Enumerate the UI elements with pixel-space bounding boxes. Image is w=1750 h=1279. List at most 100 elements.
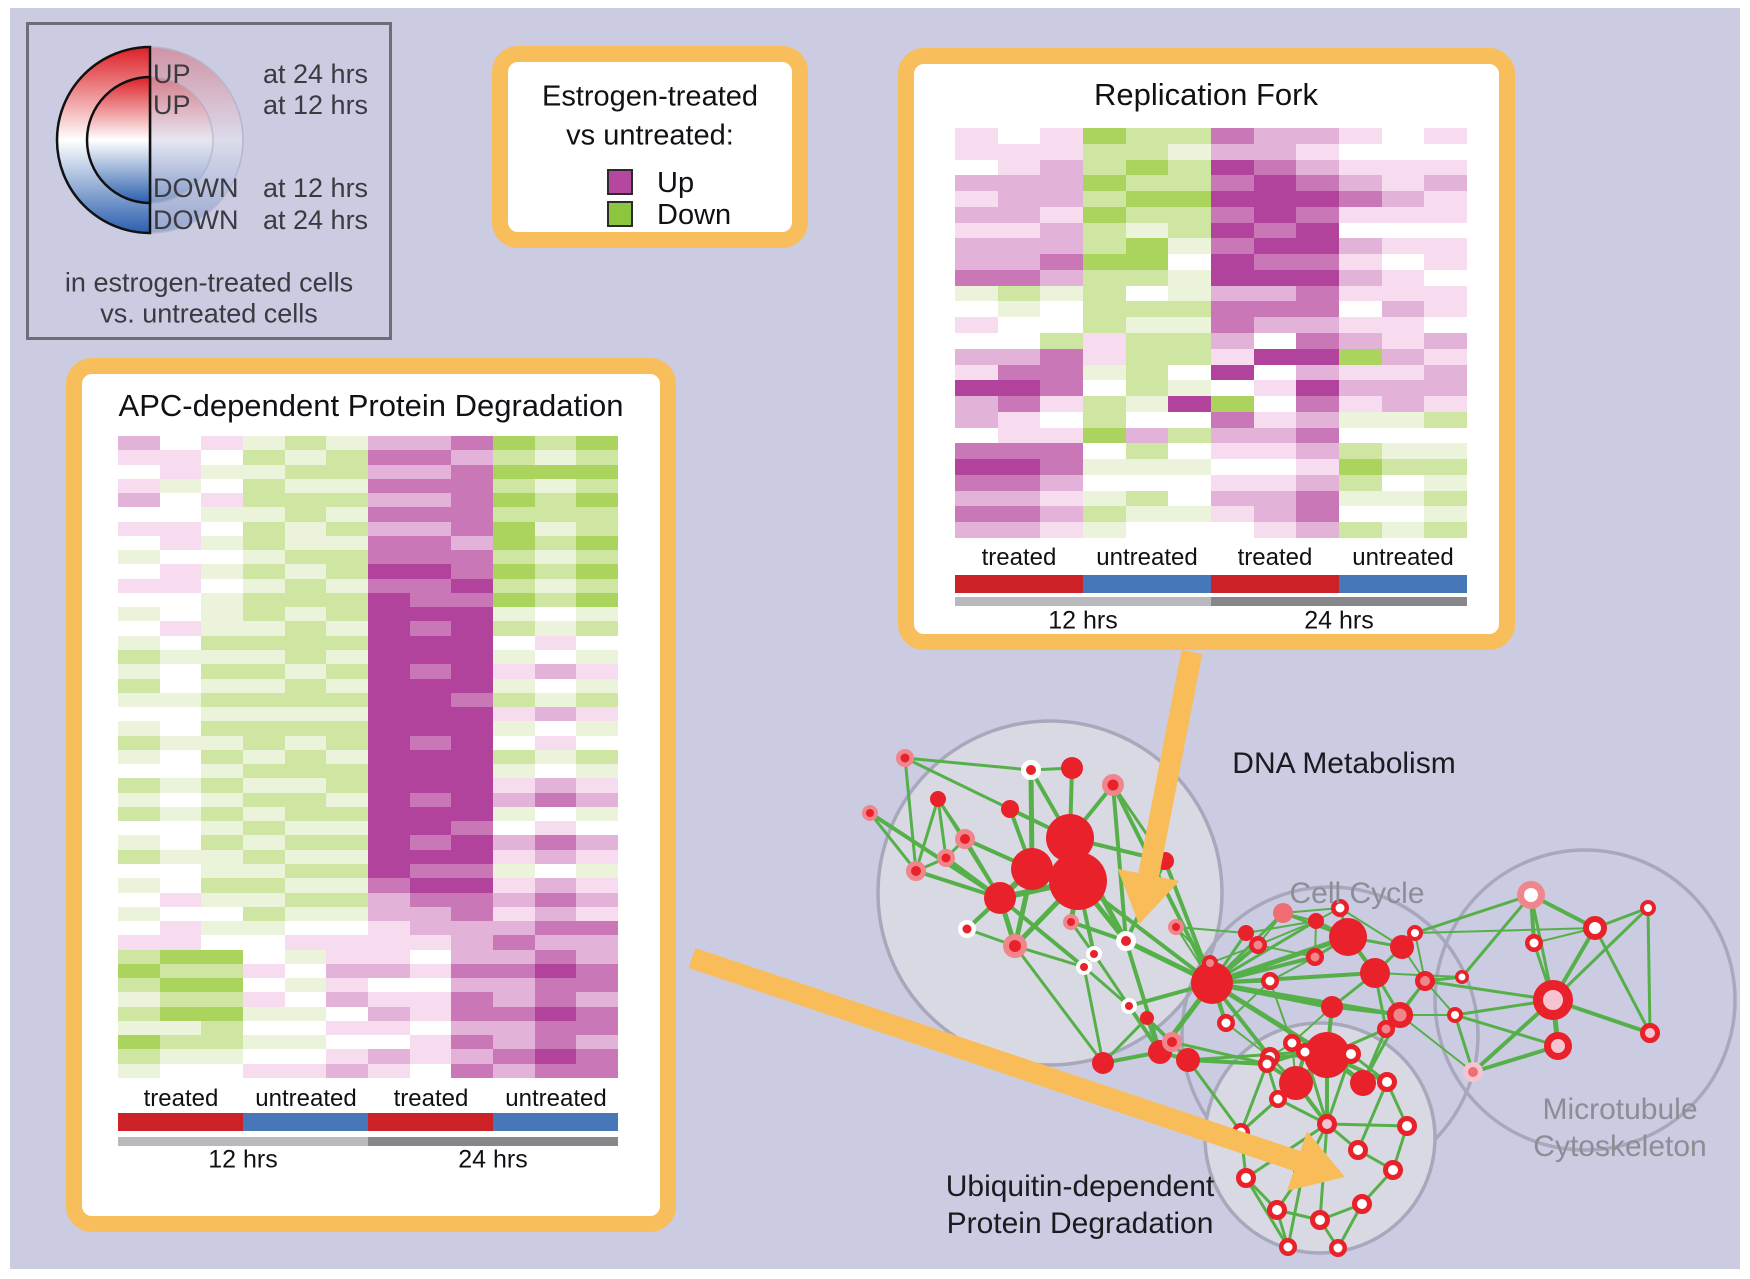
heatmap-cell <box>118 592 160 608</box>
heatmap-cell <box>1168 191 1211 207</box>
heatmap-cell <box>159 921 202 936</box>
heatmap-cell <box>1339 380 1382 397</box>
heatmap-cell <box>1381 474 1425 491</box>
heatmap-cell <box>1381 333 1425 349</box>
heatmap-cell <box>159 963 202 979</box>
heatmap-cell <box>1168 333 1211 349</box>
heatmap-cell <box>201 949 243 964</box>
heatmap-cell <box>1083 490 1126 507</box>
heatmap-cell <box>576 764 618 779</box>
heatmap-cell <box>1040 333 1083 349</box>
heatmap-cell <box>1125 333 1169 349</box>
heatmap-cell <box>1211 254 1254 270</box>
heatmap-cell <box>243 764 285 779</box>
heatmap-cell <box>201 621 243 636</box>
heatmap-cell <box>1296 396 1339 412</box>
heatmap-cell <box>451 863 493 879</box>
heatmap-cell <box>159 707 202 722</box>
heatmap-cell <box>243 649 285 665</box>
heatmap-cell <box>243 592 285 608</box>
heatmap-cell <box>1381 506 1425 523</box>
heatmap-cell <box>326 992 368 1007</box>
heatmap-cell <box>1296 459 1339 475</box>
heatmap-cell <box>955 317 998 333</box>
heatmap-cell <box>409 592 452 608</box>
heatmap-cell <box>368 749 410 765</box>
heatmap-cell <box>118 721 160 736</box>
rf-group-label-2: untreated <box>1096 544 1198 571</box>
heatmap-cell <box>159 550 202 565</box>
heatmap-cell <box>534 464 577 479</box>
heatmap-cell <box>368 721 410 736</box>
ring-up12-time: at 12 hrs <box>263 90 369 120</box>
heatmap-cell <box>493 863 535 879</box>
heatmap-cell <box>409 992 452 1007</box>
heatmap-cell <box>1424 490 1467 507</box>
heatmap-cell <box>243 921 285 936</box>
heatmap-cell <box>201 821 243 836</box>
heatmap-cell <box>1253 474 1297 491</box>
heatmap-cell <box>368 493 410 508</box>
heatmap-cell <box>284 592 327 608</box>
heatmap-cell <box>1424 317 1467 333</box>
heatmap-cell <box>326 707 368 722</box>
heatmap-cell <box>1296 317 1339 333</box>
heatmap-cell <box>284 721 327 736</box>
heatmap-cell <box>409 792 452 807</box>
heatmap-cell <box>326 806 368 822</box>
heatmap-cell <box>284 1020 327 1036</box>
heatmap-cell <box>368 649 410 665</box>
heatmap-cell <box>159 849 202 864</box>
heatmap-cell <box>118 892 160 907</box>
heatmap-cell <box>118 821 160 836</box>
heatmap-cell <box>243 978 285 993</box>
heatmap-cell <box>576 664 618 679</box>
heatmap-cell <box>1040 269 1083 286</box>
heatmap-cell <box>493 806 535 822</box>
heatmap-cell <box>159 450 202 465</box>
heatmap-cell <box>1253 191 1297 207</box>
heatmap-cell <box>1211 333 1254 349</box>
heatmap-cell <box>1125 443 1169 460</box>
heatmap-cell <box>1168 396 1211 412</box>
heatmap-cell <box>1296 474 1339 491</box>
heatmap-cell <box>243 949 285 964</box>
heatmap-cell <box>1125 206 1169 223</box>
heatmap-cell <box>534 678 577 693</box>
heatmap-cell <box>201 464 243 479</box>
heatmap-cell <box>368 535 410 551</box>
heatmap-cell <box>1211 474 1254 491</box>
heatmap-cell <box>1211 427 1254 444</box>
heatmap-cell <box>1381 490 1425 507</box>
heatmap-cell <box>1168 175 1211 192</box>
heatmap-cell <box>118 878 160 893</box>
heatmap-cell <box>243 507 285 522</box>
heatmap-cell <box>118 835 160 850</box>
heatmap-cell <box>534 764 577 779</box>
heatmap-cell <box>493 436 535 451</box>
heatmap-cell <box>1040 143 1083 160</box>
heatmap-cell <box>1253 427 1297 444</box>
heatmap-cell <box>1424 143 1467 160</box>
heatmap-cell <box>243 792 285 807</box>
heatmap-cell <box>451 821 493 836</box>
heatmap-cell <box>1125 348 1169 365</box>
heatmap-cell <box>201 493 243 508</box>
heatmap-cell <box>1253 443 1297 460</box>
heatmap-cell <box>955 490 998 507</box>
heatmap-cell <box>159 1063 202 1078</box>
heatmap-cell <box>284 635 327 650</box>
heatmap-cell <box>1125 143 1169 160</box>
heatmap-cell <box>955 459 998 475</box>
heatmap-cell <box>1040 317 1083 333</box>
heatmap-cell <box>451 592 493 608</box>
heatmap-cell <box>997 206 1041 223</box>
heatmap-cell <box>159 906 202 922</box>
down-color-swatch <box>607 201 633 227</box>
heatmap-cell <box>1168 317 1211 333</box>
heatmap-cell <box>409 678 452 693</box>
heatmap-cell <box>326 863 368 879</box>
heatmap-cell <box>409 464 452 479</box>
heatmap-cell <box>1253 222 1297 239</box>
heatmap-cell <box>493 635 535 650</box>
